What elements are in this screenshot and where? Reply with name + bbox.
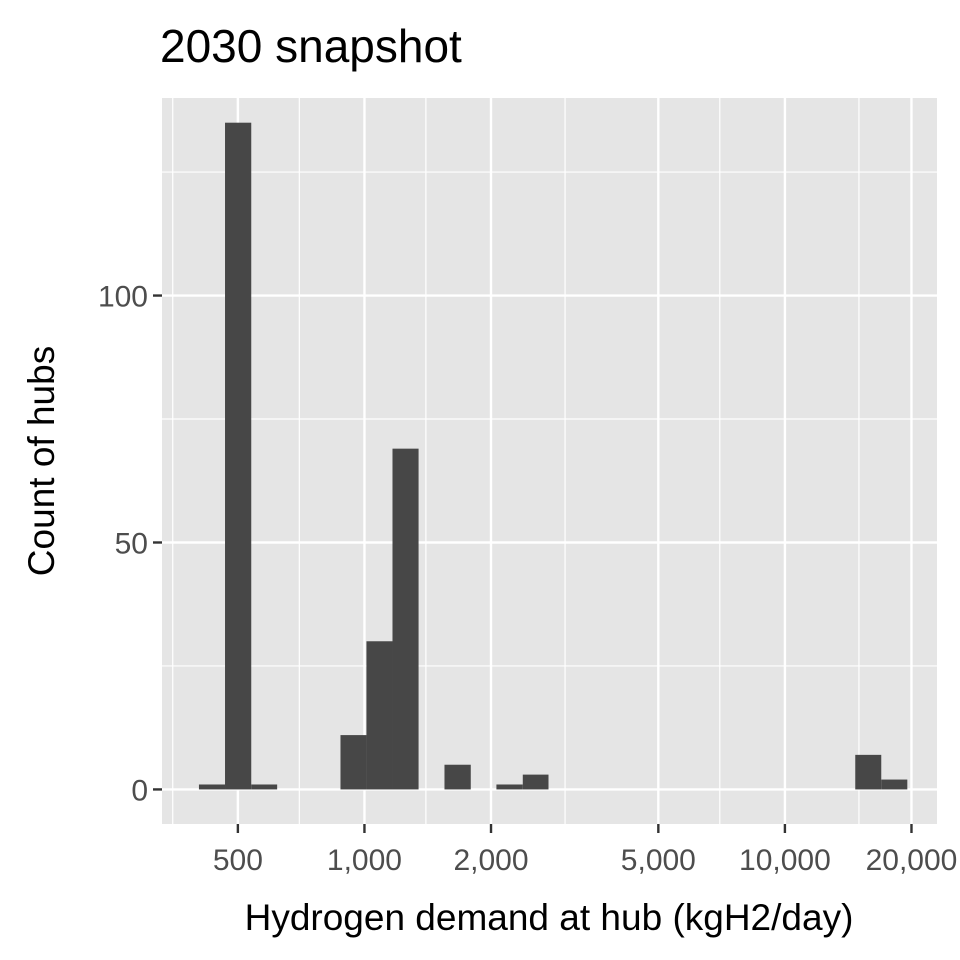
histogram-bar bbox=[225, 122, 252, 790]
x-tick-label: 20,000 bbox=[866, 844, 958, 877]
chart-title: 2030 snapshot bbox=[160, 20, 462, 72]
plot-panel bbox=[162, 98, 937, 824]
histogram-bar bbox=[366, 641, 393, 790]
histogram-bar bbox=[855, 754, 882, 790]
histogram-bar bbox=[522, 774, 549, 790]
histogram-bar bbox=[340, 735, 367, 790]
histogram-bar bbox=[392, 448, 419, 790]
y-axis-title: Count of hubs bbox=[21, 346, 62, 576]
x-axis-title: Hydrogen demand at hub (kgH2/day) bbox=[245, 897, 854, 938]
y-tick-label: 100 bbox=[98, 281, 148, 314]
y-tick-label: 50 bbox=[115, 527, 148, 560]
x-tick-label: 10,000 bbox=[739, 844, 831, 877]
x-tick-label: 2,000 bbox=[453, 844, 528, 877]
x-tick-label: 5,000 bbox=[621, 844, 696, 877]
y-tick-label: 0 bbox=[131, 774, 148, 807]
bars bbox=[198, 122, 908, 790]
minor-gridlines bbox=[162, 98, 937, 824]
histogram-bar bbox=[251, 784, 278, 790]
x-tick-label: 500 bbox=[213, 844, 263, 877]
histogram-bar bbox=[496, 784, 523, 790]
histogram-bar bbox=[444, 764, 471, 790]
x-axis: 500 1,000 2,000 5,000 10,000 20,000 bbox=[213, 824, 958, 877]
x-tick-label: 1,000 bbox=[327, 844, 402, 877]
histogram-bar bbox=[881, 779, 908, 790]
y-axis: 0 50 100 bbox=[98, 281, 162, 807]
histogram-bar bbox=[198, 784, 226, 790]
